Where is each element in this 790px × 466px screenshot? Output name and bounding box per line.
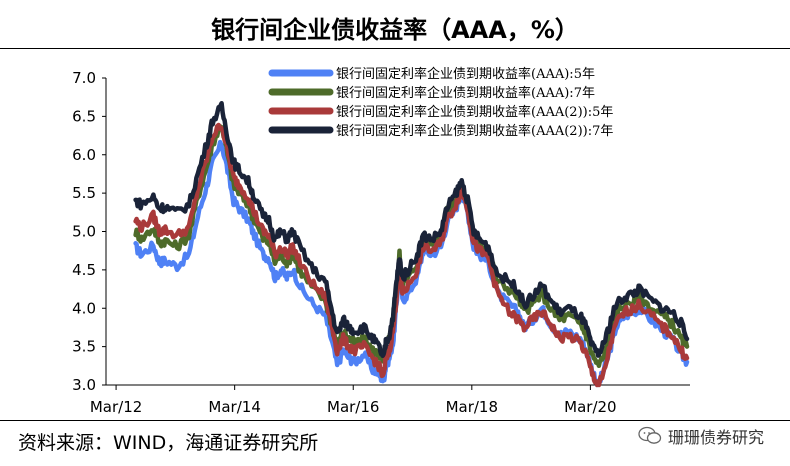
title-divider [0, 48, 790, 49]
y-tick-label: 6.5 [72, 107, 96, 125]
y-tick-label: 6.0 [72, 146, 96, 164]
watermark: 珊珊债券研究 [638, 424, 764, 448]
x-tick-label: Mar/18 [446, 398, 498, 416]
y-tick-label: 5.0 [72, 223, 96, 241]
footer-divider [0, 420, 790, 421]
watermark-text: 珊珊债券研究 [667, 428, 764, 447]
source-note: 资料来源：WIND，海通证券研究所 [18, 432, 319, 454]
legend-label-2: 银行间固定利率企业债到期收益率(AAA):7年 [336, 85, 595, 101]
legend-label-3: 银行间固定利率企业债到期收益率(AAA(2)):5年 [336, 104, 613, 120]
x-tick-label: Mar/12 [90, 398, 142, 416]
chart-axes: 7.0 6.5 6.0 5.5 5.0 4.5 4.0 3.5 3.0 Mar/12 Mar/14 M… [72, 69, 690, 416]
series-line-4 [133, 100, 690, 359]
page-title: 银行间企业债收益率（AAA，%） [211, 16, 579, 44]
y-tick-label: 3.5 [72, 338, 96, 356]
legend-label-4: 银行间固定利率企业债到期收益率(AAA(2)):7年 [336, 123, 613, 139]
y-tick-label: 7.0 [72, 69, 96, 87]
line-chart: 7.0 6.5 6.0 5.5 5.0 4.5 4.0 3.5 3.0 Mar/12 Mar/14 M… [72, 66, 690, 416]
x-tick-label: Mar/20 [564, 398, 616, 416]
y-tick-label: 4.0 [72, 299, 96, 317]
x-tick-label: Mar/14 [208, 398, 260, 416]
y-tick-label: 4.5 [72, 261, 96, 279]
wechat-icon [638, 426, 662, 444]
y-tick-label: 3.0 [72, 376, 96, 394]
chart-legend: 银行间固定利率企业债到期收益率(AAA):5年银行间固定利率企业债到期收益率(A… [268, 66, 613, 139]
chart-series-layer [133, 100, 690, 388]
legend-label-1: 银行间固定利率企业债到期收益率(AAA):5年 [336, 66, 595, 82]
series-line-2 [133, 124, 690, 369]
y-tick-label: 5.5 [72, 184, 96, 202]
x-tick-label: Mar/16 [327, 398, 379, 416]
